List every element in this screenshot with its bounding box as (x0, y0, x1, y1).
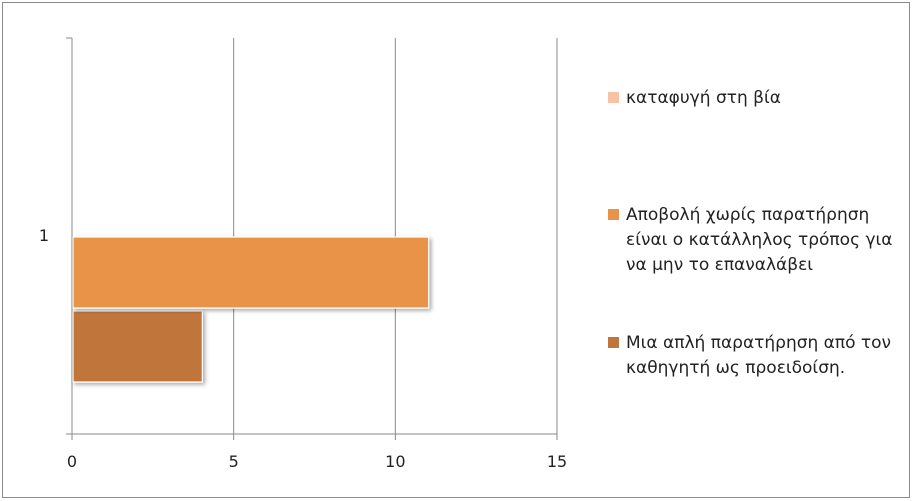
legend-swatch-violence (608, 92, 619, 103)
legend-label-expulsion: Αποβολή χωρίς παρατήρηση είναι ο κατάλλη… (626, 205, 893, 275)
x-tick-label-0: 0 (67, 452, 77, 471)
x-tick-label-10: 10 (385, 452, 405, 471)
legend-label-violence: καταφυγή στη βία (626, 88, 781, 108)
bar-series-0 (72, 310, 203, 383)
legend-swatch-simple-remark (608, 337, 619, 348)
bar-series-1 (72, 236, 430, 309)
x-tick-label-15: 15 (547, 452, 567, 471)
y-category-label: 1 (39, 226, 49, 245)
legend-swatch-expulsion (608, 209, 619, 220)
legend-label-simple-remark: Μια απλή παρατήρηση από τον καθηγητή ως … (626, 333, 892, 378)
x-tick-label-5: 5 (229, 452, 239, 471)
